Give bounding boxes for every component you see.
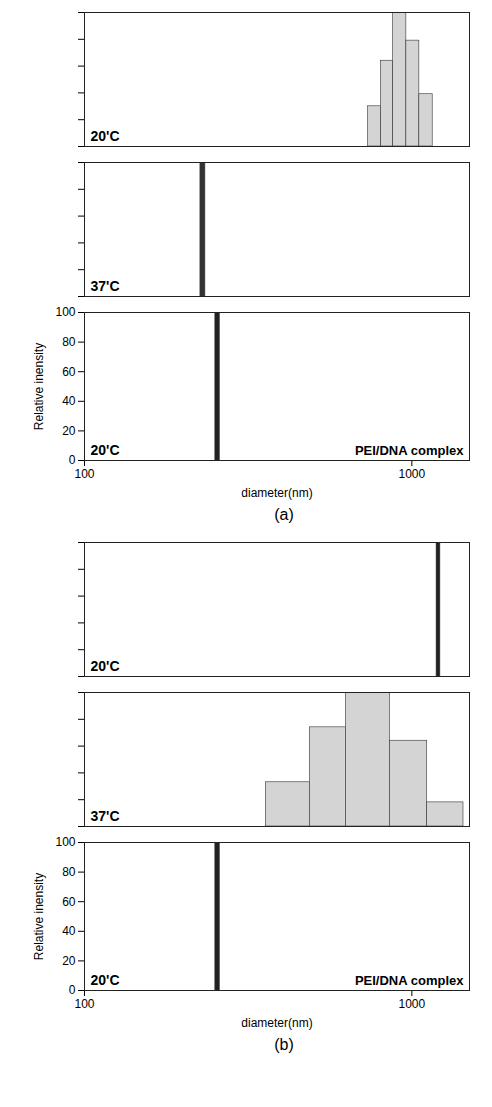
svg-text:diameter(nm): diameter(nm)	[241, 486, 312, 500]
svg-text:100: 100	[74, 467, 94, 481]
svg-text:Relative inensity: Relative inensity	[32, 873, 46, 960]
svg-text:100: 100	[74, 997, 94, 1011]
svg-text:0: 0	[69, 983, 76, 997]
svg-text:80: 80	[62, 335, 76, 349]
html-text:(b): (b)	[274, 1036, 294, 1053]
svg-text:80: 80	[62, 865, 76, 879]
svg-text:1000: 1000	[399, 997, 426, 1011]
svg-text:20: 20	[62, 424, 76, 438]
svg-text:40: 40	[62, 924, 76, 938]
svg-text:PEI/DNA complex: PEI/DNA complex	[355, 973, 464, 988]
svg-text:37'C: 37'C	[91, 808, 120, 824]
svg-text:20'C: 20'C	[91, 128, 120, 144]
svg-text:60: 60	[62, 895, 76, 909]
svg-text:20'C: 20'C	[91, 658, 120, 674]
svg-text:diameter(nm): diameter(nm)	[241, 1016, 312, 1030]
svg-text:37'C: 37'C	[91, 278, 120, 294]
svg-text:100: 100	[55, 305, 75, 319]
svg-text:100: 100	[55, 835, 75, 849]
svg-text:40: 40	[62, 394, 76, 408]
svg-text:0: 0	[69, 453, 76, 467]
svg-text:PEI/DNA complex: PEI/DNA complex	[355, 443, 464, 458]
svg-text:20'C: 20'C	[91, 972, 120, 988]
svg-text:20: 20	[62, 954, 76, 968]
svg-text:Relative inensity: Relative inensity	[32, 343, 46, 430]
svg-text:1000: 1000	[399, 467, 426, 481]
svg-text:60: 60	[62, 365, 76, 379]
svg-text:20'C: 20'C	[91, 442, 120, 458]
html-text:(a): (a)	[274, 506, 294, 523]
